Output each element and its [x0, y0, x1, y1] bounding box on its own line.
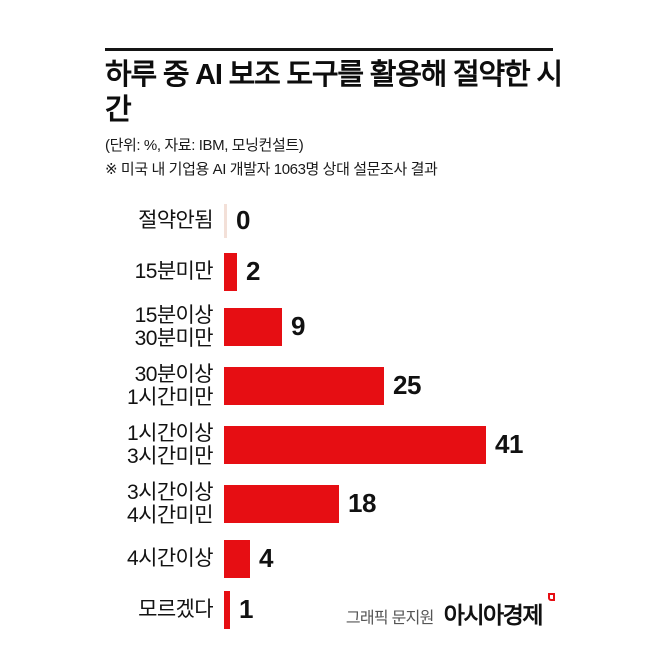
category-label: 모르겠다 [138, 598, 213, 622]
bar-cell: 1 [224, 590, 253, 629]
bar [224, 425, 486, 464]
unit-source-note: (단위: %, 자료: IBM, 모닝컨설트) [105, 136, 304, 154]
bar [224, 252, 237, 291]
bar-cell: 18 [224, 484, 376, 523]
chart-row: 30분이상 1시간미만 25 [105, 363, 565, 409]
value-label: 0 [236, 205, 250, 236]
publisher-logo-text: 아시아경제 [443, 602, 544, 628]
footer: 그래픽 문지원 아시아경제 [345, 593, 555, 630]
infographic: 하루 중 AI 보조 도구를 활용해 절약한 시간 (단위: %, 자료: IB… [105, 0, 565, 629]
bar [224, 307, 282, 346]
category-label: 15분이상 30분미만 [134, 303, 214, 350]
bar [224, 590, 230, 629]
value-label: 9 [291, 311, 305, 342]
category-label: 3시간이상 4시간미민 [127, 480, 214, 527]
category-label: 절약안됨 [138, 209, 213, 233]
bar [224, 366, 384, 405]
value-label: 4 [259, 543, 273, 574]
bar-cell: 9 [224, 307, 305, 346]
bar-cell: 0 [224, 202, 250, 240]
bar-cell: 41 [224, 425, 523, 464]
category-label: 1시간이상 3시간미만 [127, 421, 214, 468]
value-label: 18 [348, 488, 376, 519]
category-label: 4시간이상 [127, 547, 214, 571]
category-label: 30분이상 1시간미만 [127, 362, 214, 409]
publisher-logo-mark-icon [548, 593, 555, 601]
survey-note: ※ 미국 내 기업용 AI 개발자 1063명 상대 설문조사 결과 [105, 160, 438, 178]
chart-row: 15분이상 30분미만 9 [105, 304, 565, 350]
bar-cell: 25 [224, 366, 421, 405]
zero-axis-tick [224, 203, 227, 238]
value-label: 41 [495, 429, 523, 460]
value-label: 25 [393, 370, 421, 401]
publisher-logo: 아시아경제 [443, 593, 555, 630]
bar-cell: 4 [224, 539, 273, 578]
value-label: 1 [239, 594, 253, 625]
category-label: 15분미만 [134, 260, 214, 284]
chart-row: 15분미만 2 [105, 252, 565, 291]
top-rule [105, 48, 553, 51]
bar [224, 539, 250, 578]
chart-row: 4시간이상 4 [105, 539, 565, 578]
bar [224, 484, 339, 523]
chart-row: 절약안됨 0 [105, 202, 565, 240]
graphic-credit: 그래픽 문지원 [345, 610, 435, 627]
chart-row: 3시간이상 4시간미민 18 [105, 481, 565, 527]
chart-row: 모르겠다 1 [105, 590, 565, 629]
value-label: 2 [246, 256, 260, 287]
chart-row: 1시간이상 3시간미만 41 [105, 422, 565, 468]
chart-rows: 절약안됨 0 15분미만 2 15분이상 30분미만 9 30분이상 1시간미만 25 1시간이… [105, 202, 565, 629]
bar-cell: 2 [224, 252, 260, 291]
page-title: 하루 중 AI 보조 도구를 활용해 절약한 시간 [105, 59, 563, 126]
